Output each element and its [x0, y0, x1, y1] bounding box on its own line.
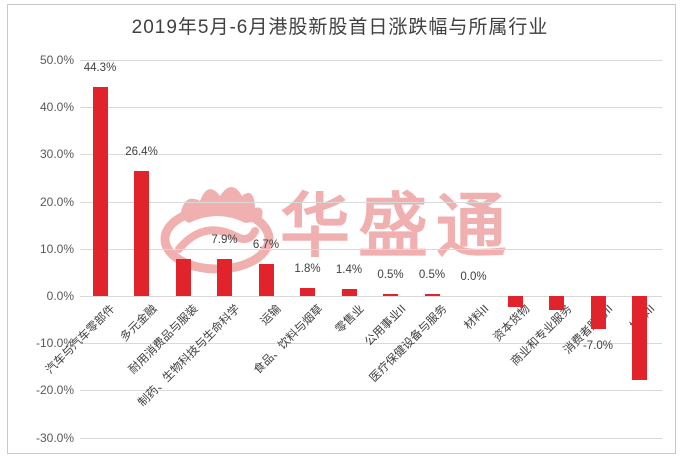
- gridline: [80, 296, 662, 297]
- bar: [175, 258, 191, 296]
- bar-value-label: 1.4%: [335, 264, 363, 277]
- y-axis-tick-label: -30.0%: [35, 430, 74, 445]
- bar-value-label: -7.0%: [582, 340, 614, 353]
- bar: [341, 289, 357, 296]
- bar-value-label: 6.7%: [252, 239, 280, 252]
- gridline: [80, 201, 662, 203]
- chart-title: 2019年5月-6月港股新股首日涨跌幅与所属行业: [131, 17, 549, 38]
- gridline: [80, 107, 662, 109]
- bar-value-label: 44.3%: [83, 61, 117, 74]
- bar: [590, 296, 606, 330]
- bar: [134, 171, 149, 296]
- bar: [217, 258, 232, 296]
- bar-value-label: 0.5%: [418, 268, 446, 281]
- bar: [424, 293, 440, 296]
- bar-value-label: 0.5%: [377, 268, 404, 281]
- y-axis-tick-label: 40.0%: [39, 100, 74, 115]
- y-axis-tick-label: -10.0%: [35, 336, 74, 351]
- gridline: [80, 154, 662, 156]
- gridline: [80, 343, 662, 345]
- y-axis-tick-label: 10.0%: [39, 241, 74, 256]
- y-axis-tick-label: 0.0%: [46, 289, 74, 303]
- bar-value-label: 26.4%: [125, 146, 158, 159]
- bar: [92, 86, 108, 296]
- y-axis-tick-label: 30.0%: [39, 147, 74, 162]
- gridline: [80, 60, 662, 61]
- bar-value-label: 1.8%: [294, 262, 321, 275]
- y-axis-tick-label: 20.0%: [39, 194, 74, 209]
- gridline: [80, 248, 662, 250]
- y-axis-tick-label: 50.0%: [39, 53, 74, 67]
- bar: [632, 296, 647, 380]
- gridline: [80, 437, 662, 439]
- bar: [507, 296, 523, 307]
- bar-value-label: 7.9%: [211, 233, 238, 246]
- bar: [383, 293, 398, 296]
- y-axis-tick-label: -20.0%: [35, 383, 74, 398]
- bar: [549, 296, 564, 310]
- bar: [258, 264, 274, 296]
- gridline: [80, 390, 662, 392]
- bar: [300, 287, 315, 296]
- chart-frame: [7, 4, 676, 454]
- bar-value-label: 0.0%: [460, 271, 487, 283]
